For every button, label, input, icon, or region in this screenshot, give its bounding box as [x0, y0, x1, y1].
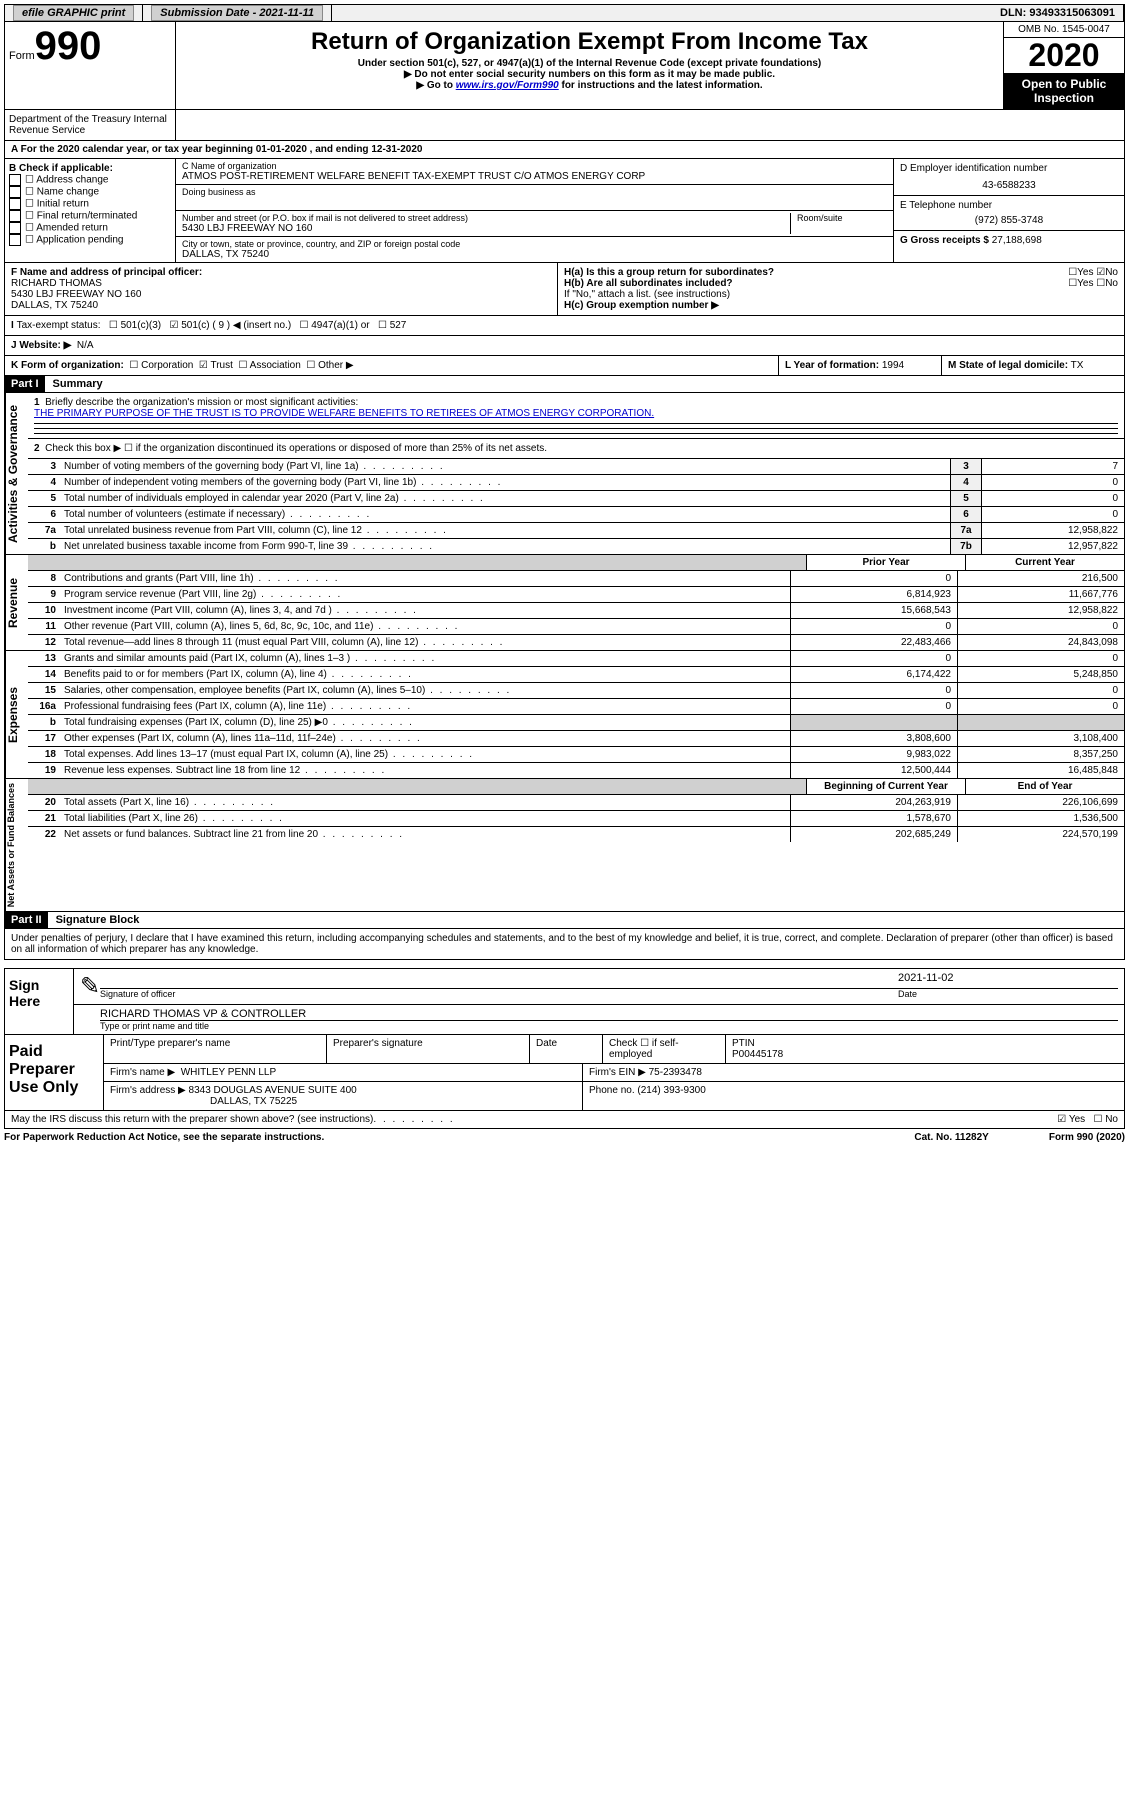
- ein: 43-6588233: [900, 174, 1118, 191]
- gov-line: 6Total number of volunteers (estimate if…: [28, 507, 1124, 523]
- exp-line: bTotal fundraising expenses (Part IX, co…: [28, 715, 1124, 731]
- gov-label: Activities & Governance: [5, 393, 28, 554]
- part2-header: Part II Signature Block: [4, 912, 1125, 929]
- gov-line: bNet unrelated business taxable income f…: [28, 539, 1124, 554]
- title-box: Return of Organization Exempt From Incom…: [176, 22, 1003, 109]
- dept-label: Department of the Treasury Internal Reve…: [5, 110, 176, 140]
- main-info: B Check if applicable: ☐ Address change …: [4, 159, 1125, 263]
- firm-ein: 75-2393478: [649, 1067, 702, 1078]
- rev-line: 8Contributions and grants (Part VIII, li…: [28, 571, 1124, 587]
- irs-link[interactable]: www.irs.gov/Form990: [456, 80, 559, 91]
- omb: OMB No. 1545-0047: [1004, 22, 1124, 38]
- subtitle: Under section 501(c), 527, or 4947(a)(1)…: [184, 58, 995, 69]
- col-h: H(a) Is this a group return for subordin…: [558, 263, 1124, 315]
- efile-label: efile GRAPHIC print: [5, 5, 143, 21]
- net-section: Net Assets or Fund Balances Beginning of…: [4, 779, 1125, 912]
- note2: ▶ Go to www.irs.gov/Form990 for instruct…: [184, 80, 995, 91]
- chk-amended[interactable]: [9, 222, 21, 234]
- col-d: D Employer identification number 43-6588…: [893, 159, 1124, 262]
- efile-btn[interactable]: efile GRAPHIC print: [13, 5, 134, 21]
- top-bar: efile GRAPHIC print Submission Date - 20…: [4, 4, 1125, 22]
- dln: DLN: 93493315063091: [992, 5, 1124, 21]
- exp-line: 17Other expenses (Part IX, column (A), l…: [28, 731, 1124, 747]
- street: 5430 LBJ FREEWAY NO 160: [182, 223, 790, 234]
- net-label: Net Assets or Fund Balances: [5, 779, 28, 911]
- row-k: K Form of organization: ☐ Corporation ☑ …: [4, 356, 1125, 376]
- rev-section: Revenue Prior Year Current Year 8Contrib…: [4, 555, 1125, 651]
- submission-date: Submission Date - 2021-11-11: [143, 5, 332, 21]
- rev-col-header: Prior Year Current Year: [28, 555, 1124, 571]
- gov-line: 5Total number of individuals employed in…: [28, 491, 1124, 507]
- discuss-row: May the IRS discuss this return with the…: [4, 1111, 1125, 1129]
- exp-line: 18Total expenses. Add lines 13–17 (must …: [28, 747, 1124, 763]
- gov-line: 3Number of voting members of the governi…: [28, 459, 1124, 475]
- chk-name[interactable]: [9, 186, 21, 198]
- declaration: Under penalties of perjury, I declare th…: [4, 929, 1125, 960]
- row-i: I Tax-exempt status: ☐ 501(c)(3) ☑ 501(c…: [4, 316, 1125, 336]
- chk-final[interactable]: [9, 210, 21, 222]
- rev-line: 11Other revenue (Part VIII, column (A), …: [28, 619, 1124, 635]
- org-name: ATMOS POST-RETIREMENT WELFARE BENEFIT TA…: [182, 171, 887, 182]
- dept-row: Department of the Treasury Internal Reve…: [4, 110, 1125, 141]
- exp-line: 15Salaries, other compensation, employee…: [28, 683, 1124, 699]
- rev-line: 12Total revenue—add lines 8 through 11 (…: [28, 635, 1124, 650]
- col-b: B Check if applicable: ☐ Address change …: [5, 159, 176, 262]
- chk-address[interactable]: [9, 174, 21, 186]
- gov-line: 4Number of independent voting members of…: [28, 475, 1124, 491]
- ptin: P00445178: [732, 1049, 783, 1060]
- phone: (972) 855-3748: [900, 211, 1118, 226]
- tax-year: 2020: [1004, 38, 1124, 73]
- net-line: 21Total liabilities (Part X, line 26)1,5…: [28, 811, 1124, 827]
- exp-line: 16aProfessional fundraising fees (Part I…: [28, 699, 1124, 715]
- note1: ▶ Do not enter social security numbers o…: [184, 69, 995, 80]
- city: DALLAS, TX 75240: [182, 249, 887, 260]
- mission: THE PRIMARY PURPOSE OF THE TRUST IS TO P…: [34, 408, 654, 419]
- exp-line: 13Grants and similar amounts paid (Part …: [28, 651, 1124, 667]
- paid-preparer: Paid Preparer Use Only Print/Type prepar…: [4, 1035, 1125, 1111]
- part1-header: Part I Summary: [4, 376, 1125, 393]
- col-f: F Name and address of principal officer:…: [5, 263, 558, 315]
- row-f-h: F Name and address of principal officer:…: [4, 263, 1125, 316]
- rev-line: 9Program service revenue (Part VIII, lin…: [28, 587, 1124, 603]
- gov-section: Activities & Governance 1 Briefly descri…: [4, 393, 1125, 555]
- gov-line: 7aTotal unrelated business revenue from …: [28, 523, 1124, 539]
- sign-here: Sign Here ✎ Signature of officer 2021-11…: [4, 968, 1125, 1035]
- form-number-box: Form990: [5, 22, 176, 109]
- form-title: Return of Organization Exempt From Incom…: [184, 28, 995, 56]
- section-a: A For the 2020 calendar year, or tax yea…: [4, 141, 1125, 159]
- pen-icon: ✎: [80, 972, 100, 1001]
- chk-initial[interactable]: [9, 198, 21, 210]
- exp-line: 14Benefits paid to or for members (Part …: [28, 667, 1124, 683]
- chk-pending[interactable]: [9, 234, 21, 246]
- net-col-header: Beginning of Current Year End of Year: [28, 779, 1124, 795]
- form-header: Form990 Return of Organization Exempt Fr…: [4, 22, 1125, 110]
- exp-line: 19Revenue less expenses. Subtract line 1…: [28, 763, 1124, 778]
- gross-receipts: 27,188,698: [992, 235, 1042, 246]
- rev-line: 10Investment income (Part VIII, column (…: [28, 603, 1124, 619]
- col-c: C Name of organization ATMOS POST-RETIRE…: [176, 159, 893, 262]
- firm-phone: (214) 393-9300: [637, 1085, 705, 1096]
- net-line: 20Total assets (Part X, line 16)204,263,…: [28, 795, 1124, 811]
- open-public: Open to Public Inspection: [1004, 73, 1124, 109]
- bottom-note: For Paperwork Reduction Act Notice, see …: [4, 1129, 1125, 1146]
- exp-section: Expenses 13Grants and similar amounts pa…: [4, 651, 1125, 779]
- officer-name: RICHARD THOMAS VP & CONTROLLER: [100, 1008, 1118, 1021]
- firm-name: WHITLEY PENN LLP: [181, 1067, 276, 1078]
- year-box: OMB No. 1545-0047 2020 Open to Public In…: [1003, 22, 1124, 109]
- net-line: 22Net assets or fund balances. Subtract …: [28, 827, 1124, 842]
- exp-label: Expenses: [5, 651, 28, 778]
- rev-label: Revenue: [5, 555, 28, 650]
- row-j: J Website: ▶ N/A: [4, 336, 1125, 356]
